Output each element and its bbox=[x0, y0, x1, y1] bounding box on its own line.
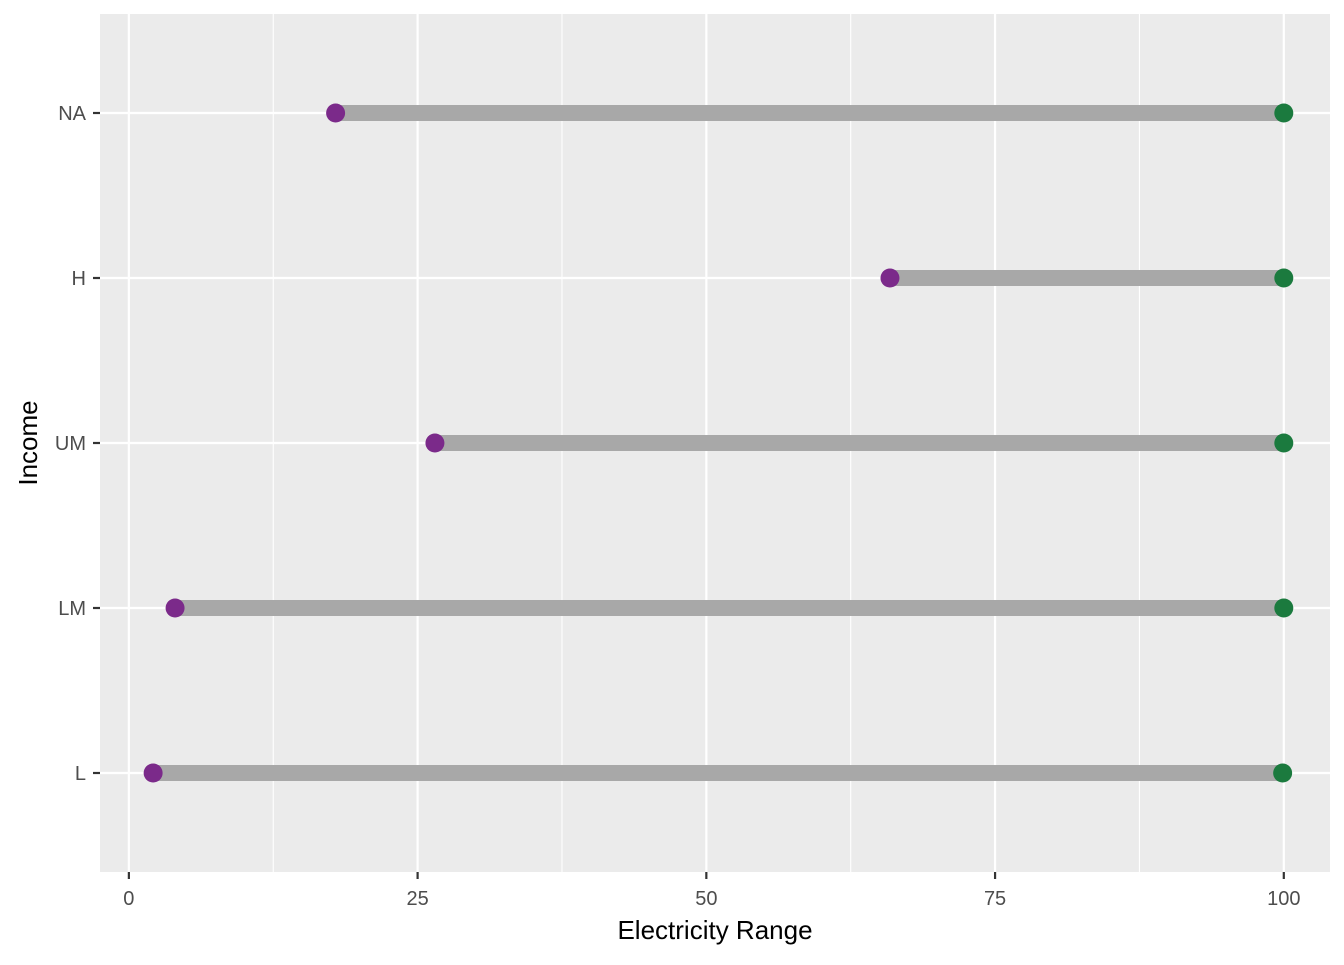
x-axis-title: Electricity Range bbox=[617, 915, 812, 945]
range-points bbox=[143, 103, 1294, 783]
min-point bbox=[326, 103, 346, 123]
y-tick-label: UM bbox=[55, 433, 86, 455]
min-point bbox=[880, 268, 900, 288]
x-axis: 0 25 50 75 100 bbox=[123, 872, 1300, 910]
x-tick-label: 50 bbox=[695, 888, 717, 910]
range-segments bbox=[153, 105, 1284, 781]
y-tick-label: H bbox=[72, 268, 86, 290]
y-axis-title: Income bbox=[13, 400, 43, 485]
max-point bbox=[1274, 433, 1294, 453]
y-tick-label: NA bbox=[58, 103, 86, 125]
y-axis: L LM UM H NA bbox=[55, 103, 100, 785]
x-tick-label: 25 bbox=[406, 888, 428, 910]
min-point bbox=[143, 763, 163, 783]
min-point bbox=[425, 433, 445, 453]
max-point bbox=[1274, 598, 1294, 618]
x-tick-label: 100 bbox=[1267, 888, 1300, 910]
y-tick-label: LM bbox=[58, 598, 86, 620]
max-point bbox=[1274, 103, 1294, 123]
y-tick-label: L bbox=[75, 763, 86, 785]
min-point bbox=[165, 598, 185, 618]
max-point bbox=[1274, 268, 1294, 288]
max-point bbox=[1273, 763, 1293, 783]
x-tick-label: 75 bbox=[984, 888, 1006, 910]
x-tick-label: 0 bbox=[123, 888, 134, 910]
